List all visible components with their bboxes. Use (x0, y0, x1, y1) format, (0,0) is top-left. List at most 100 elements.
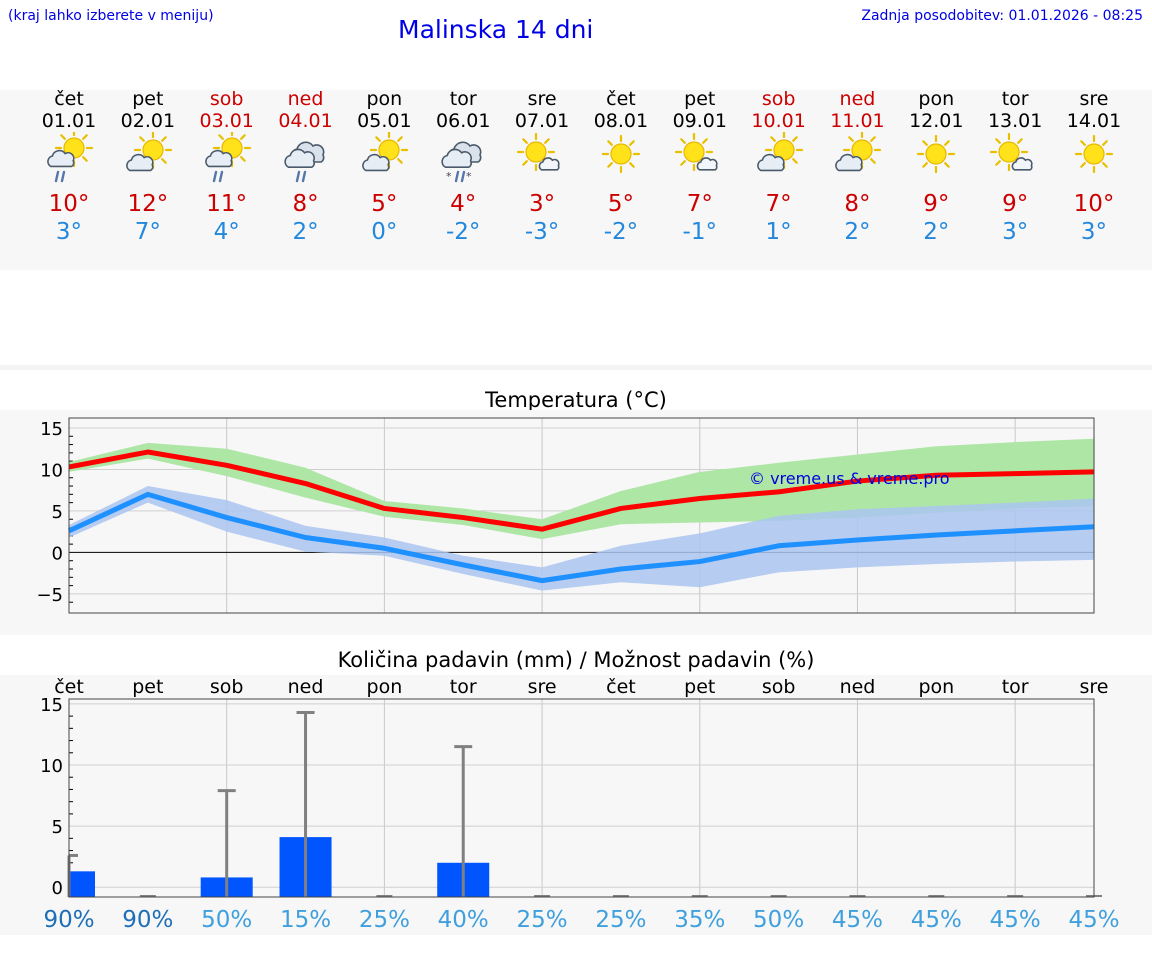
day-name: sre (527, 88, 557, 110)
day-date: 09.01 (672, 110, 727, 132)
sun-cloud-icon (362, 132, 409, 172)
min-temperature: 4° (213, 219, 240, 245)
day-date: 05.01 (357, 110, 412, 132)
day-name: sob (761, 88, 796, 110)
precip-probability: 45% (832, 907, 883, 933)
precip-day-label: ned (840, 676, 876, 698)
precip-probability: 25% (359, 907, 410, 933)
y-tick-label: −5 (36, 585, 63, 606)
day-column: ned 11.01 8° 2° (818, 88, 896, 246)
day-date: 13.01 (987, 110, 1043, 132)
min-temperature: -3° (524, 219, 560, 245)
precip-day-label: pet (132, 676, 163, 698)
sun-small-cloud-icon (674, 132, 718, 172)
max-temperature: 9° (1002, 191, 1029, 217)
day-column: sob 03.01 11° 4° (188, 88, 266, 246)
day-date: 12.01 (909, 110, 964, 132)
max-temperature: 3° (528, 191, 556, 217)
max-temperature: 10° (1073, 191, 1115, 217)
precip-bar (69, 871, 95, 897)
precip-day-label: čet (54, 676, 84, 698)
day-name: tor (1001, 88, 1029, 110)
max-temperature-line (68, 449, 1095, 532)
min-temperature: 3° (1002, 219, 1029, 245)
y-tick-label: 0 (52, 543, 63, 564)
day-date: 04.01 (278, 110, 333, 132)
precip-probability: 25% (595, 907, 646, 933)
precip-day-label: sob (210, 676, 244, 698)
sun-icon (917, 134, 956, 174)
min-temperature: -2° (603, 219, 639, 245)
max-temperature: 9° (923, 191, 950, 217)
day-name: pon (366, 88, 403, 110)
max-temperature: 10° (48, 191, 90, 217)
y-tick-label: 15 (40, 419, 63, 440)
min-temperature-band (69, 486, 1094, 591)
day-date: 06.01 (436, 110, 491, 132)
min-temperature: 2° (292, 219, 319, 245)
day-column: čet 01.01 10° 3° (30, 88, 108, 246)
min-temperature: 2° (923, 219, 950, 245)
min-temperature: 0° (371, 219, 398, 245)
location-hint: (kraj lahko izberete v meniju) (8, 8, 214, 24)
day-column: tor 06.01 * * 4° -2° (424, 88, 502, 246)
precip-probability: 50% (201, 907, 252, 933)
precip-day-label: čet (606, 676, 636, 698)
cloud-sleet-icon: * * (441, 141, 482, 183)
day-date: 14.01 (1066, 110, 1122, 132)
svg-text:*: * (466, 170, 472, 183)
max-temperature: 4° (450, 191, 477, 217)
day-column: sre 14.01 10° 3° (1055, 88, 1133, 246)
max-temperature: 7° (686, 191, 713, 217)
sun-cloud-rain-icon (47, 132, 94, 183)
day-date: 03.01 (199, 110, 254, 132)
day-column: čet 08.01 5° -2° (582, 88, 660, 246)
sun-small-cloud-icon (516, 132, 560, 172)
precip-probability: 40% (438, 907, 489, 933)
daily-forecast-panel (0, 90, 1152, 270)
temperature-chart-title: Temperatura (°C) (485, 388, 667, 412)
day-column: tor 13.01 9° 3° (976, 88, 1054, 246)
precip-day-label: sob (762, 676, 796, 698)
day-column: sre 07.01 3° -3° (503, 88, 581, 246)
day-name: čet (54, 88, 84, 110)
day-name: čet (606, 88, 636, 110)
precip-day-label: pet (684, 676, 715, 698)
max-temperature: 7° (765, 191, 792, 217)
max-temperature: 8° (292, 191, 319, 217)
precip-day-label: ned (288, 676, 324, 698)
plot-frame (68, 698, 1095, 898)
day-column: pon 12.01 9° 2° (897, 88, 975, 246)
min-temperature: 2° (844, 219, 871, 245)
precip-day-label: tor (450, 676, 477, 698)
sun-icon (1074, 134, 1114, 174)
plot-frame (68, 417, 1095, 614)
day-name: pet (132, 88, 164, 110)
day-column: ned 04.01 8° 2° (267, 88, 345, 246)
sun-icon (601, 134, 641, 174)
precipitation-chart-title: Količina padavin (mm) / Možnost padavin … (337, 648, 815, 672)
y-tick-label: 0 (52, 878, 63, 899)
max-temperature: 11° (206, 191, 248, 217)
day-date: 10.01 (751, 110, 806, 132)
precip-probability: 45% (1068, 907, 1119, 933)
day-column: pon 05.01 5° 0° (345, 88, 423, 246)
max-temperature: 5° (607, 191, 634, 217)
day-column: pet 09.01 7° -1° (661, 88, 739, 246)
day-column: pet 02.01 12° 7° (109, 88, 187, 246)
min-temperature: -2° (446, 219, 481, 245)
y-tick-label: 10 (40, 756, 63, 777)
precip-probability: 15% (280, 907, 331, 933)
day-date: 11.01 (830, 110, 885, 132)
precip-day-label: sre (528, 676, 557, 698)
min-temperature: 3° (1080, 219, 1108, 245)
day-name: pet (684, 88, 716, 110)
precip-day-label: pon (367, 676, 403, 698)
day-date: 02.01 (120, 110, 176, 132)
min-temperature-line (67, 491, 1095, 584)
sun-small-cloud-icon (990, 132, 1033, 172)
day-name: ned (287, 88, 324, 110)
max-temperature: 5° (371, 191, 398, 217)
day-name: sob (209, 88, 244, 110)
